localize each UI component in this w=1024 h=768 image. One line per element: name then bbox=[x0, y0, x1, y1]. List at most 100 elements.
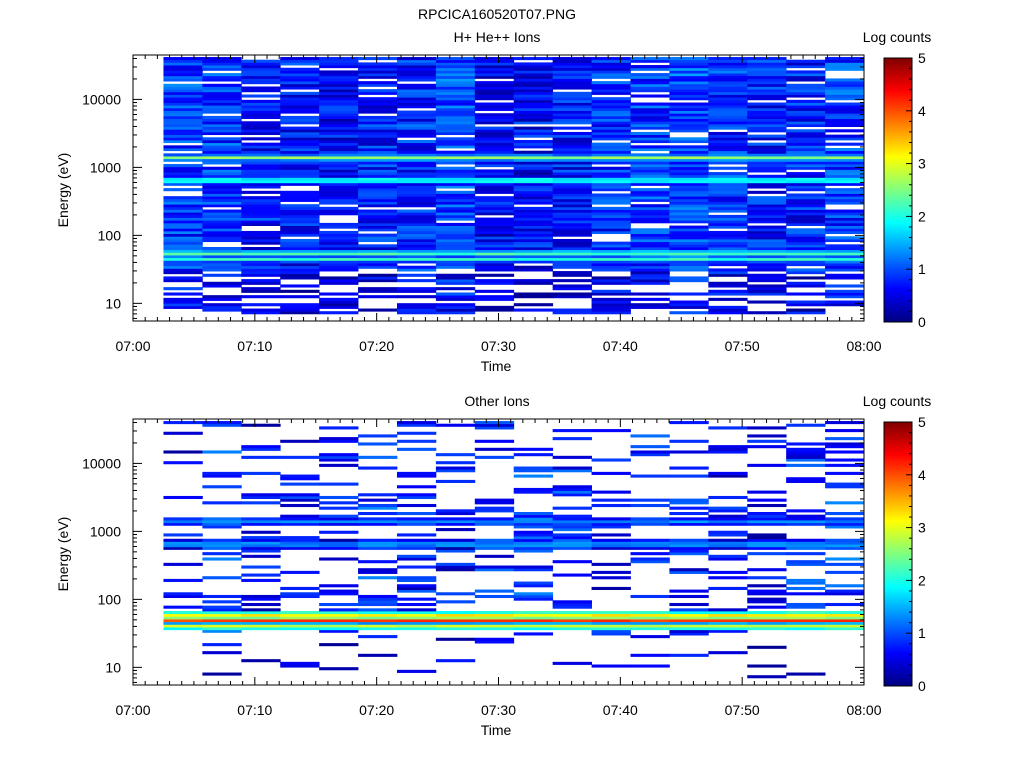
spectrogram-cell bbox=[241, 78, 281, 82]
spectrogram-cell bbox=[669, 126, 709, 130]
spectrogram-cell bbox=[396, 236, 437, 240]
spectrogram-cell bbox=[435, 228, 476, 232]
spectrogram-cell bbox=[513, 166, 554, 170]
spectrogram-cell bbox=[825, 220, 865, 224]
y-tick-label: 10000 bbox=[82, 455, 121, 471]
spectrogram-cell bbox=[786, 139, 826, 144]
spectrogram-cell bbox=[786, 619, 826, 623]
spectrogram-cell bbox=[513, 217, 554, 221]
colorbar-tick-label: 0 bbox=[918, 314, 926, 330]
spectrogram-cell bbox=[163, 578, 203, 582]
spectrogram-cell bbox=[474, 201, 515, 205]
spectrogram-cell bbox=[552, 273, 592, 277]
spectrogram-cell bbox=[552, 156, 592, 160]
spectrogram-cell bbox=[825, 482, 865, 486]
spectrogram-cell bbox=[319, 94, 359, 98]
spectrogram-cell bbox=[786, 255, 826, 259]
spectrogram-cell bbox=[786, 260, 826, 264]
spectrogram-cell bbox=[435, 190, 476, 194]
spectrogram-cell bbox=[708, 554, 748, 558]
spectrogram-cell bbox=[786, 624, 826, 628]
spectrogram-cell bbox=[708, 233, 748, 237]
spectrogram-cell bbox=[630, 664, 670, 668]
spectrogram-cell bbox=[747, 498, 787, 502]
spectrogram-cell bbox=[202, 150, 242, 154]
spectrogram-cell bbox=[513, 536, 554, 540]
spectrogram-cell bbox=[474, 172, 515, 176]
spectrogram-cell bbox=[513, 65, 554, 69]
spectrogram-cell bbox=[358, 287, 398, 291]
spectrogram-cell bbox=[202, 75, 242, 79]
spectrogram-cell bbox=[552, 541, 592, 545]
spectrogram-cell bbox=[747, 592, 787, 596]
spectrogram-cell bbox=[630, 246, 670, 251]
spectrogram-cell bbox=[474, 255, 515, 259]
spectrogram-cell bbox=[591, 616, 631, 620]
spectrogram-cell bbox=[474, 102, 515, 106]
spectrogram-cell bbox=[513, 158, 554, 162]
spectrogram-cell bbox=[630, 265, 670, 269]
spectrogram-cell bbox=[552, 429, 592, 433]
spectrogram-cell bbox=[319, 589, 359, 593]
spectrogram-cell bbox=[591, 134, 631, 138]
spectrogram-cell bbox=[513, 265, 554, 269]
spectrogram-cell bbox=[319, 613, 359, 617]
colorbar-tick-label: 1 bbox=[918, 261, 926, 277]
spectrogram-cell bbox=[747, 610, 787, 615]
spectrogram-cell bbox=[358, 91, 398, 95]
spectrogram-cell bbox=[513, 487, 554, 491]
spectrogram-cell bbox=[708, 153, 748, 157]
spectrogram-cell bbox=[474, 209, 515, 213]
spectrogram-cell bbox=[241, 150, 281, 154]
spectrogram-cell bbox=[202, 83, 242, 87]
spectrogram-cell bbox=[163, 180, 203, 184]
spectrogram-cell bbox=[591, 115, 631, 119]
spectrogram-cell bbox=[513, 150, 554, 154]
spectrogram-cell bbox=[786, 447, 826, 451]
spectrogram-cell bbox=[280, 482, 320, 486]
spectrogram-cell bbox=[708, 311, 748, 315]
spectrogram-cell bbox=[396, 129, 437, 133]
spectrogram-cell bbox=[747, 645, 787, 649]
spectrogram-cell bbox=[591, 281, 631, 285]
spectrogram-cell bbox=[669, 439, 709, 443]
spectrogram-cell bbox=[319, 118, 359, 122]
spectrogram-cell bbox=[474, 131, 515, 136]
spectrogram-cell bbox=[747, 605, 787, 609]
spectrogram-cell bbox=[358, 570, 398, 574]
spectrogram-cell bbox=[669, 498, 709, 502]
spectrogram-cell bbox=[513, 164, 554, 168]
spectrogram-cell bbox=[396, 91, 437, 95]
spectrogram-cell bbox=[786, 102, 826, 106]
spectrogram-cell bbox=[708, 180, 748, 184]
x-tick-label: 07:20 bbox=[359, 702, 394, 718]
spectrogram-cell bbox=[474, 105, 515, 109]
spectrogram-cell bbox=[747, 426, 787, 430]
spectrogram-cell bbox=[163, 57, 203, 61]
spectrogram-cell bbox=[202, 249, 242, 253]
spectrogram-cell bbox=[396, 576, 437, 580]
spectrogram-cell bbox=[552, 466, 592, 470]
spectrogram-cell bbox=[163, 263, 203, 267]
spectrogram-cell bbox=[708, 204, 748, 208]
spectrogram-cell bbox=[630, 610, 670, 615]
spectrogram-cell bbox=[241, 158, 281, 162]
spectrogram-cell bbox=[241, 520, 281, 524]
spectrogram-cell bbox=[786, 586, 826, 590]
spectrogram-cell bbox=[319, 610, 359, 615]
spectrogram-cell bbox=[435, 546, 476, 550]
spectrogram-cell bbox=[435, 113, 476, 117]
spectrogram-cell bbox=[786, 129, 826, 133]
spectrogram-cell bbox=[396, 249, 437, 253]
spectrogram-cell bbox=[747, 445, 787, 449]
spectrogram-cell bbox=[591, 297, 631, 301]
spectrogram-cell bbox=[396, 447, 437, 451]
spectrogram-cell bbox=[319, 255, 359, 259]
spectrogram-cell bbox=[630, 148, 670, 152]
spectrogram-cell bbox=[552, 110, 592, 114]
colorbar-tick-label: 2 bbox=[918, 208, 926, 224]
spectrogram-cell bbox=[358, 70, 398, 74]
spectrogram-cell bbox=[435, 182, 476, 186]
spectrogram-cell bbox=[241, 110, 281, 114]
